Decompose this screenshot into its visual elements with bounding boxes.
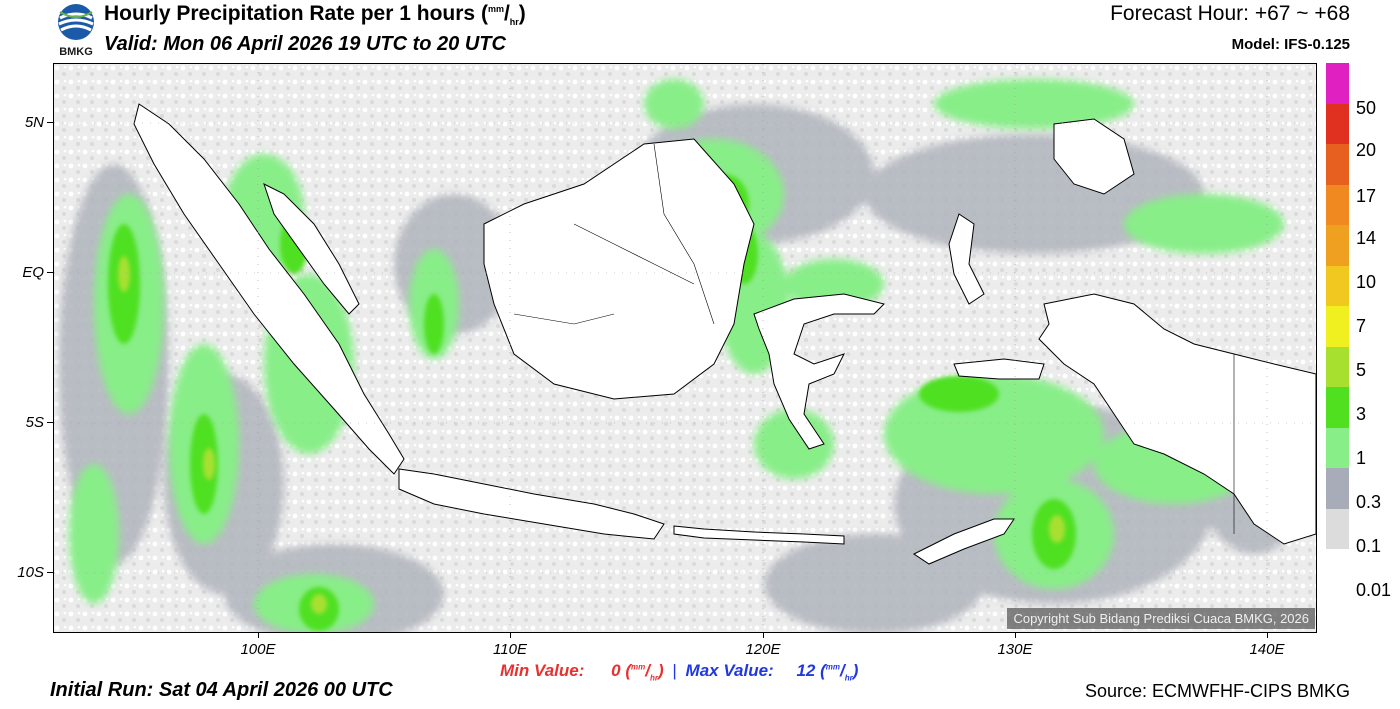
colorbar-label: 0.01: [1356, 580, 1392, 600]
colorbar: [1326, 63, 1349, 591]
colorbar-label: 20: [1356, 140, 1377, 160]
colorbar-segment: [1326, 427, 1349, 469]
colorbar-label: 7: [1356, 316, 1367, 336]
lon-label-130e: 130E: [997, 641, 1033, 658]
colorbar-segment: [1326, 306, 1349, 348]
colorbar-label: 0.1: [1356, 536, 1382, 556]
colorbar-label: 50: [1356, 98, 1377, 118]
lat-label-5n: 5N: [24, 114, 44, 131]
lon-label-120e: 120E: [745, 641, 781, 658]
separator: |: [672, 661, 677, 680]
colorbar-segment: [1326, 225, 1349, 267]
min-value-label: Min Value:: [500, 661, 585, 680]
lat-label-10s: 10S: [17, 564, 44, 581]
colorbar-label: 10: [1356, 272, 1377, 292]
colorbar-label: 17: [1356, 186, 1377, 206]
max-value-label: Max Value:: [685, 661, 774, 680]
colorbar-label: 14: [1356, 228, 1377, 248]
forecast-hour: Forecast Hour: +67 ~ +68: [1110, 2, 1350, 25]
data-source: Source: ECMWFHF-CIPS BMKG: [1084, 681, 1350, 701]
colorbar-segment: [1326, 103, 1349, 145]
initial-run: Initial Run: Sat 04 April 2026 00 UTC: [50, 679, 393, 701]
colorbar-segment: [1326, 346, 1349, 388]
colorbar-label: 5: [1356, 360, 1367, 380]
lon-tick: [510, 632, 511, 638]
lon-tick: [763, 632, 764, 638]
bmkg-logo: BMKG: [52, 2, 100, 58]
lat-tick: [47, 122, 53, 123]
colorbar-label: 1: [1356, 448, 1367, 468]
precipitation-map: [53, 63, 1317, 633]
colorbar-segment: [1326, 144, 1349, 186]
colorbar-segment: [1326, 63, 1349, 105]
colorbar-segment: [1326, 508, 1349, 550]
valid-period: Valid: Mon 06 April 2026 19 UTC to 20 UT…: [104, 33, 506, 55]
lon-tick: [258, 632, 259, 638]
lat-label-5s: 5S: [25, 414, 44, 431]
lat-tick: [47, 572, 53, 573]
colorbar-segment: [1326, 549, 1349, 591]
map-svg: [54, 64, 1316, 632]
model-name: Model: IFS-0.125: [1231, 36, 1350, 53]
colorbar-segment: [1326, 184, 1349, 226]
min-max-line: Min Value: 0 (mm/hr) | Max Value: 12 (mm…: [500, 661, 859, 683]
copyright-note: Copyright Sub Bidang Prediksi Cuaca BMKG…: [1007, 608, 1315, 629]
lon-label-110e: 110E: [493, 641, 527, 658]
colorbar-segment: [1326, 387, 1349, 429]
colorbar-label: 3: [1356, 404, 1367, 424]
min-value: 0: [611, 661, 621, 680]
max-value: 12: [796, 661, 816, 680]
lon-label-100e: 100E: [240, 641, 276, 658]
lon-label-140e: 140E: [1249, 641, 1285, 658]
page-title: Hourly Precipitation Rate per 1 hours (m…: [104, 2, 526, 28]
lat-tick: [47, 272, 53, 273]
lat-tick: [47, 422, 53, 423]
colorbar-segment: [1326, 265, 1349, 307]
lat-label-eq: EQ: [22, 264, 44, 281]
lon-tick: [1015, 632, 1016, 638]
land-outlines: [133, 103, 1316, 565]
logo-text: BMKG: [59, 46, 93, 58]
lon-tick: [1267, 632, 1268, 638]
colorbar-segment: [1326, 468, 1349, 510]
borders: [513, 143, 1235, 534]
colorbar-label: 0.3: [1356, 492, 1382, 512]
